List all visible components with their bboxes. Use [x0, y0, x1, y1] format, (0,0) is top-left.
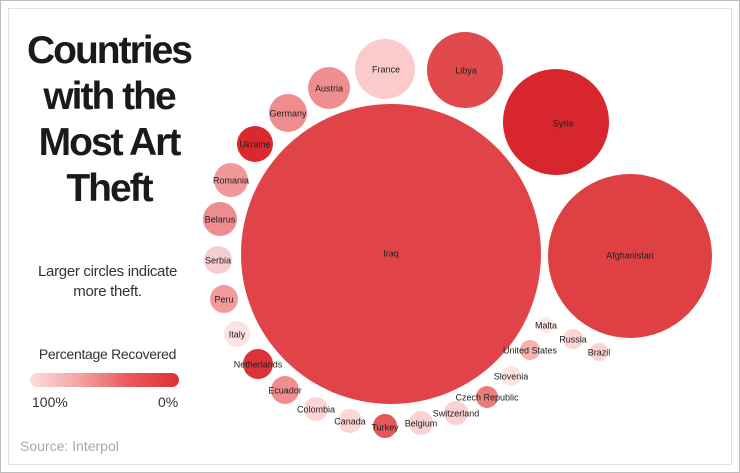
bubble-label-iraq: Iraq [383, 248, 399, 258]
bubble-label-italy: Italy [229, 329, 246, 339]
bubble-label-brazil: Brazil [588, 347, 611, 357]
bubble-germany [269, 94, 307, 132]
bubble-netherlands [243, 349, 273, 379]
bubble-serbia [204, 246, 232, 274]
bubble-czech-republic [476, 386, 498, 408]
bubble-colombia [304, 397, 328, 421]
bubble-label-czech-republic: Czech Republic [455, 392, 519, 402]
bubble-switzerland [444, 401, 468, 425]
page-title: Countries with the Most Art Theft [26, 29, 193, 210]
bubble-label-slovenia: Slovenia [494, 371, 529, 381]
bubble-italy [224, 321, 250, 347]
bubble-label-peru: Peru [214, 294, 233, 304]
bubble-ecuador [271, 376, 299, 404]
bubble-russia [563, 329, 583, 349]
legend-min-label: 100% [32, 394, 68, 410]
bubble-label-russia: Russia [559, 334, 587, 344]
bubble-label-belgium: Belgium [405, 418, 438, 428]
bubble-peru [210, 285, 238, 313]
bubble-label-turkey: Turkey [371, 422, 399, 432]
bubble-label-austria: Austria [315, 83, 343, 93]
bubble-label-romania: Romania [213, 175, 249, 185]
bubble-label-ukraine: Ukraine [239, 139, 270, 149]
bubble-label-ecuador: Ecuador [268, 385, 302, 395]
bubble-romania [214, 163, 248, 197]
bubble-belgium [409, 411, 433, 435]
bubble-label-belarus: Belarus [205, 214, 236, 224]
bubble-ukraine [237, 126, 273, 162]
legend-title: Percentage Recovered [38, 346, 177, 362]
legend-max-label: 0% [158, 394, 179, 410]
bubble-afghanistan [548, 174, 712, 338]
bubble-belarus [203, 202, 237, 236]
bubble-united-states [520, 340, 540, 360]
bubble-slovenia [501, 366, 521, 386]
bubble-label-libya: Libya [455, 65, 477, 75]
bubble-turkey [373, 414, 397, 438]
bubble-iraq [241, 104, 541, 404]
chart-subtitle: Larger circles indicate more theft. [38, 263, 177, 300]
bubble-label-united-states: United States [503, 345, 558, 355]
bubble-label-afghanistan: Afghanistan [606, 250, 654, 260]
bubble-label-malta: Malta [535, 320, 557, 330]
bubble-label-switzerland: Switzerland [433, 408, 480, 418]
bubble-france [355, 39, 415, 99]
bubble-label-netherlands: Netherlands [234, 359, 283, 369]
bubble-brazil [590, 343, 608, 361]
bubble-libya [427, 32, 503, 108]
bubble-label-syria: Syria [553, 118, 574, 128]
bubble-austria [308, 67, 350, 109]
source-note: Source: Interpol [20, 438, 119, 454]
bubble-malta [538, 317, 554, 333]
bubble-label-canada: Canada [334, 416, 366, 426]
bubble-label-france: France [372, 64, 400, 74]
bubble-canada [338, 409, 362, 433]
chart-inner-border [8, 8, 732, 465]
legend-color-bar [30, 373, 179, 387]
bubble-label-germany: Germany [269, 108, 307, 118]
bubble-syria [503, 69, 609, 175]
bubble-label-serbia: Serbia [205, 255, 231, 265]
bubble-label-colombia: Colombia [297, 404, 335, 414]
